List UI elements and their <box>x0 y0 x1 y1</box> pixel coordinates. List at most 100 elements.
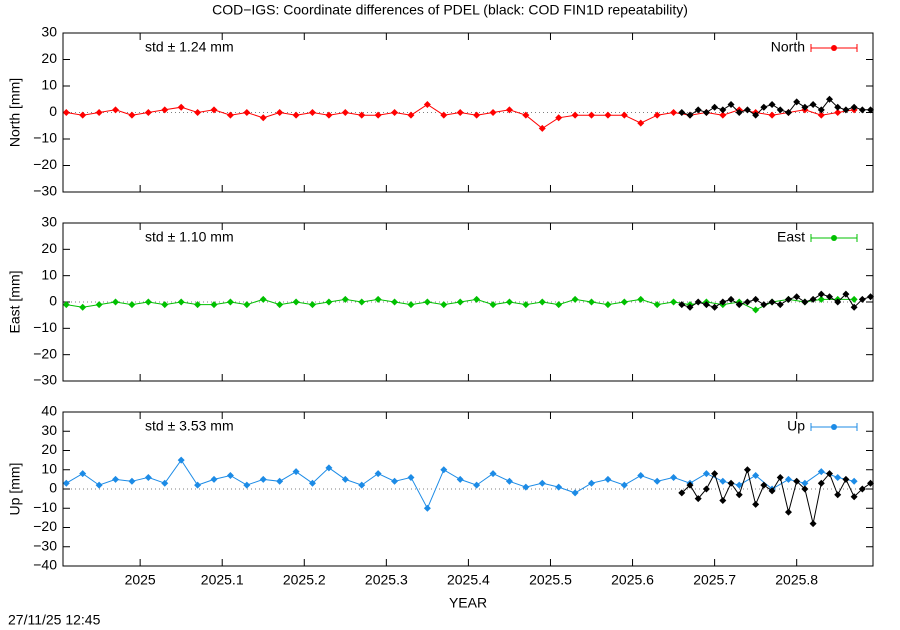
annotation: std ± 1.24 mm <box>145 39 234 55</box>
data-point <box>842 475 850 483</box>
data-point <box>653 301 661 309</box>
data-point <box>793 98 801 106</box>
plot-frame <box>62 222 874 382</box>
data-point <box>817 479 825 487</box>
data-point <box>735 301 743 309</box>
data-point <box>440 301 448 309</box>
data-point <box>817 290 825 298</box>
data-point <box>259 295 267 303</box>
data-point <box>128 477 136 485</box>
data-point <box>686 481 694 489</box>
data-point <box>112 106 120 114</box>
data-point <box>719 111 727 119</box>
data-point <box>292 111 300 119</box>
y-tick-label: −10 <box>33 130 57 146</box>
data-point <box>341 475 349 483</box>
data-point <box>702 301 710 309</box>
data-point <box>678 301 686 309</box>
data-point <box>555 301 563 309</box>
data-point <box>711 103 719 111</box>
x-tick-label: 2025.8 <box>775 572 818 588</box>
data-point <box>850 477 858 485</box>
plot-frame <box>62 32 874 193</box>
data-point <box>834 473 842 481</box>
data-point <box>743 466 751 474</box>
data-point <box>686 111 694 119</box>
y-tick-label: 20 <box>41 50 57 66</box>
data-point <box>161 301 169 309</box>
x-tick-label: 2025.2 <box>283 572 326 588</box>
y-tick-label: 10 <box>41 460 57 476</box>
data-point <box>194 481 202 489</box>
data-point <box>489 470 497 478</box>
data-point <box>161 106 169 114</box>
data-point <box>776 106 784 114</box>
data-point <box>735 109 743 116</box>
data-point <box>670 298 678 306</box>
x-tick-label: 2025.5 <box>529 572 572 588</box>
data-point <box>79 470 87 478</box>
data-point <box>604 111 612 119</box>
data-point <box>571 295 579 303</box>
y-tick-label: −10 <box>33 499 57 515</box>
data-point <box>719 106 727 114</box>
data-point <box>538 479 546 487</box>
data-point <box>144 473 152 481</box>
y-tick-label: −40 <box>33 557 57 573</box>
y-tick-label: 0 <box>49 480 57 496</box>
data-point <box>112 475 120 483</box>
data-point <box>842 290 850 298</box>
x-tick-label: 2025 <box>125 572 156 588</box>
data-point <box>694 298 702 306</box>
data-point <box>686 303 694 311</box>
data-point <box>743 106 751 114</box>
data-point <box>768 111 776 119</box>
data-point <box>259 475 267 483</box>
y-tick-label: −20 <box>33 518 57 534</box>
data-point <box>858 106 866 114</box>
data-point <box>694 495 702 503</box>
timestamp: 27/11/25 12:45 <box>8 612 101 628</box>
data-point <box>801 479 809 487</box>
data-point <box>850 103 858 111</box>
data-point <box>752 295 760 303</box>
data-point <box>226 298 234 306</box>
data-point <box>473 111 481 119</box>
data-point <box>456 475 464 483</box>
data-point <box>194 301 202 309</box>
data-point <box>391 298 399 306</box>
data-point <box>842 106 850 114</box>
data-point <box>407 111 415 119</box>
legend-marker <box>831 45 837 51</box>
data-point <box>620 298 628 306</box>
data-point <box>144 109 152 116</box>
data-point <box>210 106 218 114</box>
data-point <box>276 301 284 309</box>
data-point <box>653 477 661 485</box>
data-point <box>604 301 612 309</box>
data-point <box>95 301 103 309</box>
data-point <box>308 109 316 116</box>
data-point <box>358 481 366 489</box>
y-tick-label: 0 <box>49 293 57 309</box>
data-point <box>768 101 776 109</box>
data-point <box>702 485 710 493</box>
y-tick-label: 0 <box>49 103 57 119</box>
data-point <box>678 109 686 116</box>
data-point <box>735 481 743 489</box>
x-tick-label: 2025.6 <box>611 572 654 588</box>
data-point <box>867 479 875 487</box>
y-tick-label: −20 <box>33 156 57 172</box>
data-point <box>292 298 300 306</box>
data-point <box>571 489 579 497</box>
data-point <box>62 301 70 309</box>
x-tick-label: 2025.4 <box>447 572 490 588</box>
data-point <box>760 103 768 111</box>
y-tick-label: 20 <box>41 441 57 457</box>
data-point <box>850 295 858 303</box>
data-point <box>243 301 251 309</box>
data-point <box>793 477 801 485</box>
data-point <box>588 479 596 487</box>
data-point <box>62 109 70 116</box>
annotation: std ± 3.53 mm <box>145 418 234 434</box>
